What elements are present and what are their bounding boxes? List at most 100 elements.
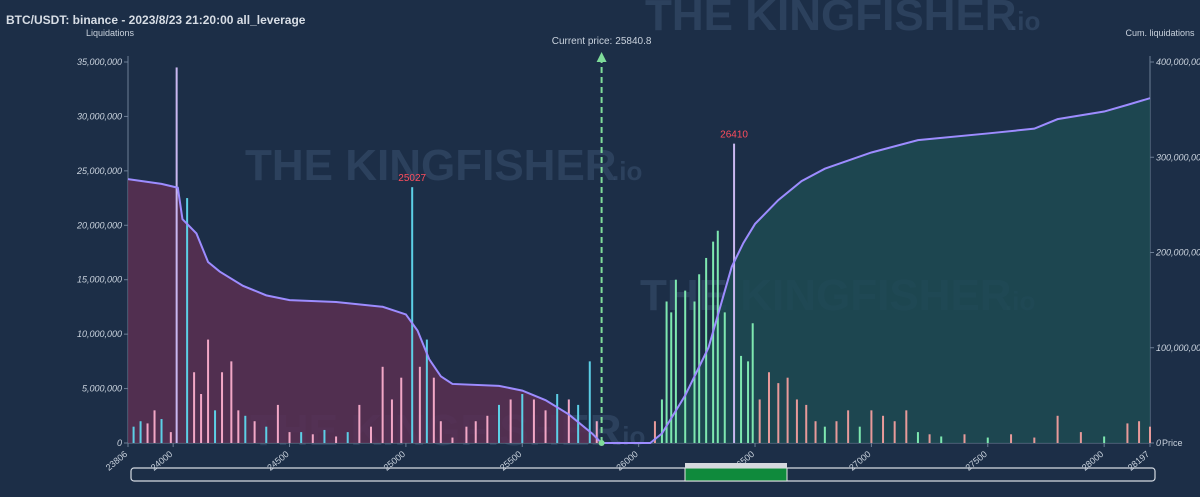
- bar: [276, 404, 279, 443]
- watermark-suffix: .io: [612, 156, 642, 186]
- y2-tick-label: 200,000,000: [1155, 248, 1200, 258]
- bar: [814, 421, 817, 443]
- bar: [323, 429, 326, 443]
- bar: [244, 415, 247, 443]
- bar: [439, 421, 442, 443]
- y-tick-label: 20,000,000: [76, 220, 122, 230]
- bar: [786, 377, 789, 443]
- bar: [556, 394, 559, 443]
- bar: [214, 410, 217, 443]
- peak-label: 25027: [398, 173, 426, 184]
- bar: [751, 323, 754, 443]
- bar: [532, 399, 535, 443]
- bar: [153, 410, 156, 443]
- y2-tick-label: 0: [1156, 438, 1161, 448]
- bar: [674, 279, 677, 443]
- scroll-handle[interactable]: [684, 467, 788, 482]
- y-tick-label: 15,000,000: [77, 275, 122, 285]
- bar: [418, 366, 421, 443]
- y2-tick-label: 100,000,000: [1156, 343, 1200, 353]
- scrollbar[interactable]: [130, 463, 1156, 482]
- bar: [509, 399, 512, 443]
- bar: [369, 426, 372, 443]
- watermark: THE KINGFISHER: [245, 141, 617, 190]
- bar: [432, 377, 435, 443]
- bar: [358, 404, 361, 443]
- bar: [230, 361, 233, 443]
- bar: [544, 410, 547, 443]
- bar: [660, 399, 663, 443]
- peak-label: 26410: [720, 130, 748, 141]
- bar: [1138, 421, 1141, 443]
- bar: [777, 383, 780, 443]
- bar: [1033, 437, 1036, 443]
- bar: [311, 434, 314, 443]
- bar: [288, 432, 291, 443]
- bar: [905, 410, 908, 443]
- scroll-grip[interactable]: [685, 463, 787, 468]
- bar: [588, 361, 591, 443]
- bar: [747, 361, 750, 443]
- bar: [132, 426, 135, 443]
- bar: [716, 230, 719, 443]
- bar: [139, 421, 142, 443]
- bar: [474, 421, 477, 443]
- y2-tick-label: 300,000,000: [1156, 152, 1200, 162]
- bar: [595, 421, 598, 443]
- bar: [335, 436, 338, 443]
- bar: [835, 421, 838, 443]
- bar: [795, 399, 798, 443]
- bar: [253, 421, 256, 443]
- bar: [940, 436, 943, 443]
- y-tick-label: 25,000,000: [76, 166, 122, 176]
- plot: 0 5,000,000 10,000,000 15,000,000 20,000,000…: [76, 36, 1200, 473]
- bar: [300, 432, 303, 443]
- bar: [653, 421, 656, 443]
- cumulative-area: [128, 179, 651, 443]
- bar: [193, 372, 196, 443]
- bar: [805, 404, 808, 443]
- bar: [893, 421, 896, 443]
- bar: [712, 241, 715, 443]
- current-price-dot: [598, 440, 605, 446]
- bar: [823, 426, 826, 443]
- bar: [451, 437, 454, 443]
- cumulative-line: [127, 97, 1151, 444]
- y-tick-label: 5,000,000: [82, 384, 122, 394]
- bar: [758, 399, 761, 443]
- bar: [693, 301, 696, 443]
- y2-axis-label: Cum. liquidations: [1125, 28, 1195, 38]
- bar: [200, 394, 203, 443]
- chart-title: BTC/USDT: binance - 2023/8/23 21:20:00 a…: [6, 13, 306, 27]
- bar: [723, 312, 726, 443]
- current-price-text: Current price: 25840.8: [552, 36, 652, 47]
- bar: [1056, 415, 1059, 443]
- y-axis-label: Liquidations: [86, 28, 135, 38]
- current-price-label: Current price:: [552, 36, 613, 47]
- current-price-value: 25840.8: [615, 36, 652, 47]
- bar: [237, 410, 240, 443]
- scroll-track: [130, 467, 1156, 482]
- bar: [928, 434, 931, 443]
- y-tick-label: 10,000,000: [77, 329, 122, 339]
- y-tick-label: 35,000,000: [77, 57, 122, 67]
- bar: [207, 339, 210, 443]
- watermark: THE KINGFISHER: [645, 0, 1017, 40]
- bar: [346, 432, 349, 443]
- y-tick-label: 30,000,000: [77, 111, 122, 121]
- bar: [169, 432, 172, 443]
- bar: [221, 372, 224, 443]
- y-tick-label: 0: [117, 438, 122, 448]
- bar: [486, 415, 489, 443]
- bar: [425, 339, 428, 443]
- bar: [870, 410, 873, 443]
- bar: [1079, 432, 1082, 443]
- watermark-suffix: .io: [1010, 6, 1040, 36]
- current-price-arrow: [596, 52, 607, 62]
- bar: [963, 434, 966, 443]
- cumulative-area: [650, 98, 1150, 443]
- bar: [465, 426, 468, 443]
- bar: [1103, 436, 1106, 443]
